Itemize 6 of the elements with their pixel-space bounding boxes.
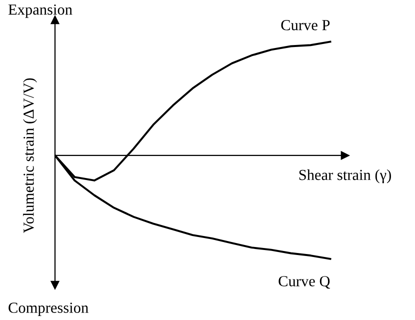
series-label: Curve P (281, 20, 330, 30)
series-label: Curve Q (278, 276, 330, 289)
text: Expansion (8, 4, 72, 18)
x-axis-title: Shear strain (γ) (299, 169, 391, 184)
y-axis-title: Volumetric strain (ΔV/V) (23, 78, 37, 234)
text: Compression (8, 302, 88, 316)
